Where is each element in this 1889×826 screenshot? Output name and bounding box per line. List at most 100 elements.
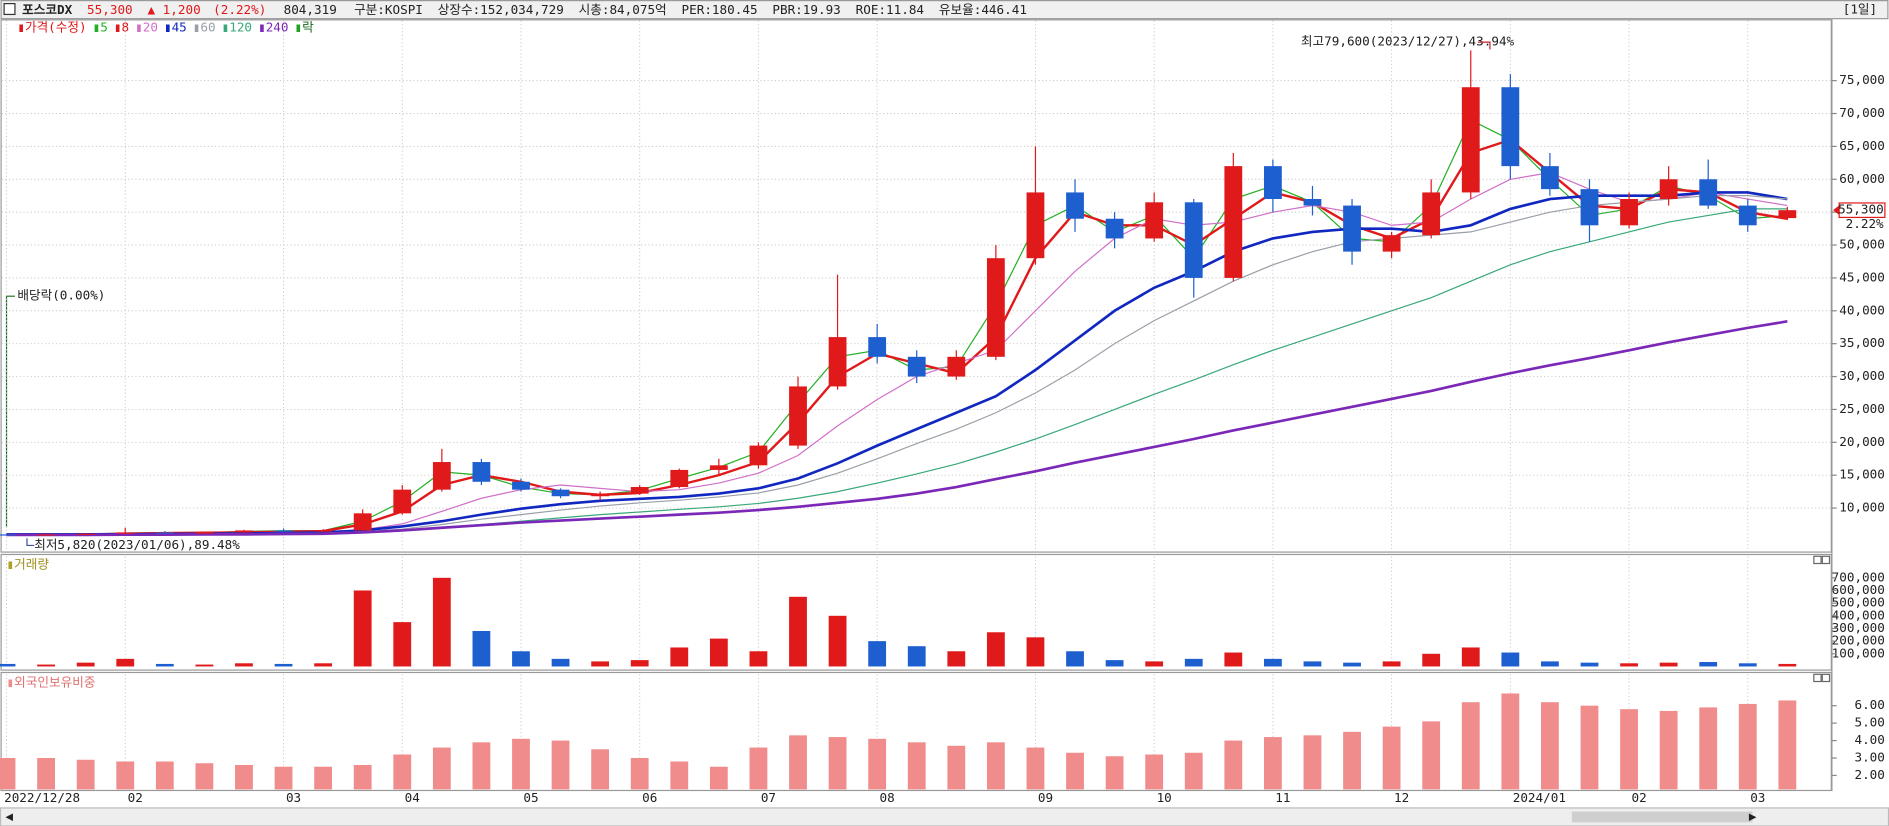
bar	[155, 761, 174, 790]
bar	[1620, 709, 1638, 790]
scroll-left[interactable]: ◀	[5, 808, 13, 823]
bar	[1184, 752, 1203, 790]
candle-body	[1382, 235, 1401, 252]
pane-button[interactable]	[1821, 555, 1831, 565]
candle-body	[1184, 202, 1203, 278]
x-tick-label: 04	[405, 790, 420, 805]
pane-title-text: 거래량	[14, 556, 49, 571]
legend-label: 120	[229, 19, 252, 34]
pane-button[interactable]	[1813, 673, 1822, 683]
y-tick-label: 100,000	[1832, 645, 1885, 660]
candle-body	[749, 445, 768, 466]
bar	[789, 596, 807, 667]
y-tick-label: 200,000	[1832, 633, 1885, 648]
legend-label: 락	[302, 19, 314, 34]
candle-body	[1461, 87, 1480, 193]
candle-body	[986, 258, 1005, 357]
bar	[828, 737, 847, 790]
period-button[interactable]: [1일]	[1843, 2, 1877, 17]
candle-body	[512, 481, 530, 490]
candle-body	[1343, 205, 1361, 252]
pane-title: ▮외국인보유비중	[7, 674, 96, 689]
bar	[947, 651, 966, 667]
bar	[0, 758, 16, 790]
candle-body	[1224, 166, 1243, 278]
y-tick-label: 2.00	[1854, 767, 1884, 782]
window-icon	[3, 3, 16, 16]
candle-body	[1105, 218, 1124, 239]
legend-swatch: ▮	[258, 19, 266, 34]
candle-body	[709, 465, 728, 470]
field: PBR:19.93	[772, 2, 840, 17]
candle-body	[1659, 179, 1678, 200]
change-tag-label: 2.22%	[1846, 216, 1884, 231]
bar	[1224, 652, 1243, 667]
bar	[1105, 660, 1124, 667]
bar	[1541, 661, 1559, 667]
bar	[749, 747, 768, 790]
x-tick-label: 02	[1631, 790, 1646, 805]
candle-body	[155, 532, 174, 534]
scroll-thumb[interactable]	[1571, 811, 1753, 823]
bar	[1461, 702, 1480, 790]
x-tick-label: 10	[1157, 790, 1172, 805]
bar	[1066, 651, 1084, 667]
y-tick-label: 15,000	[1839, 467, 1885, 482]
bar	[1461, 647, 1480, 667]
candle-body	[235, 530, 253, 533]
bar	[1105, 756, 1124, 790]
volume: 804,319	[284, 2, 337, 17]
bar	[591, 749, 610, 790]
field: 상장수:152,034,729	[438, 2, 564, 17]
bar	[512, 738, 530, 790]
pane-button[interactable]	[1813, 555, 1822, 565]
y-tick-label: 45,000	[1839, 269, 1885, 284]
y-tick-label: 4.00	[1854, 732, 1884, 747]
bar	[1303, 661, 1322, 667]
y-tick-label: 75,000	[1839, 72, 1885, 87]
change-pct: (2.22%)	[213, 2, 266, 17]
x-tick-label: 09	[1038, 790, 1053, 805]
bar	[472, 742, 491, 790]
moving-average-line	[6, 320, 1788, 537]
x-tick-label: 08	[880, 790, 895, 805]
candle-body	[1026, 192, 1045, 259]
candle-body	[76, 533, 95, 535]
legend-swatch: ▮	[114, 19, 122, 34]
x-tick-label: 06	[642, 790, 657, 805]
y-tick-label: 10,000	[1839, 500, 1885, 515]
x-tick-label: 2024/01	[1513, 790, 1566, 805]
min-arrow	[26, 538, 35, 547]
legend-swatch: ▮	[193, 19, 201, 34]
candle-body	[37, 534, 55, 536]
bar	[986, 742, 1005, 790]
legend-swatch: ▮	[222, 19, 230, 34]
scroll-right[interactable]: ▶	[1749, 808, 1757, 823]
candle-body	[868, 337, 887, 357]
bar	[1343, 662, 1361, 667]
candle-body	[353, 513, 372, 531]
price: 55,300	[87, 2, 133, 17]
bar	[1303, 735, 1322, 790]
legend-swatch: ▮	[93, 19, 101, 34]
pane-button[interactable]	[1821, 673, 1831, 683]
bar	[1738, 703, 1757, 790]
y-tick-label: 600,000	[1832, 582, 1885, 597]
y-tick-label: 40,000	[1839, 302, 1885, 317]
bar	[512, 651, 530, 667]
bar	[551, 740, 570, 790]
bar	[868, 738, 887, 790]
legend-label: 60	[200, 19, 215, 34]
bar	[1580, 662, 1599, 667]
candle-body	[1620, 199, 1638, 226]
bar	[76, 759, 95, 790]
candle-body	[670, 469, 689, 488]
pane-title-text: 외국인보유비중	[14, 674, 95, 689]
candle-body	[1699, 179, 1718, 206]
bar	[195, 664, 214, 667]
bar	[274, 766, 293, 790]
legend-label: 20	[143, 19, 158, 34]
bar	[472, 631, 491, 667]
